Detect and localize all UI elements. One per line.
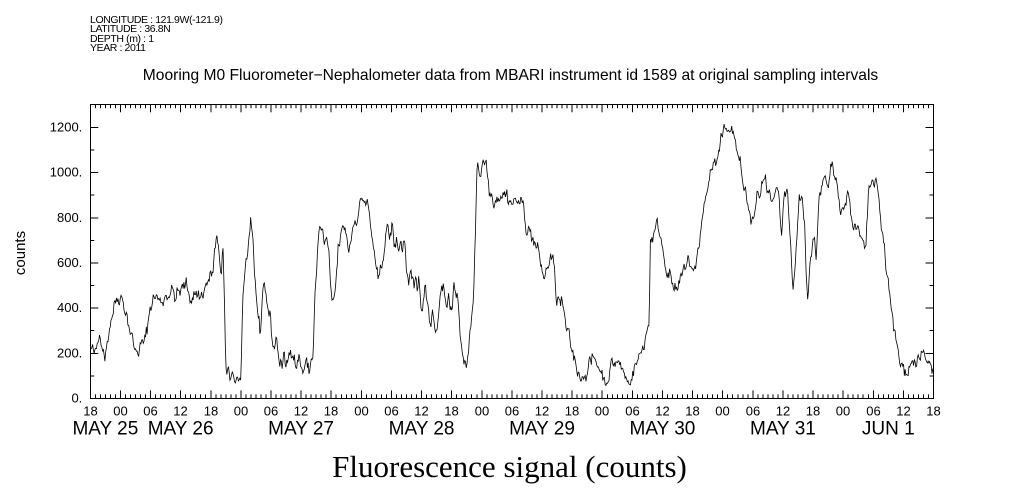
svg-text:12: 12 — [414, 403, 428, 418]
svg-text:18: 18 — [444, 403, 458, 418]
svg-text:06: 06 — [866, 403, 880, 418]
svg-text:JUN 1: JUN 1 — [862, 418, 915, 439]
svg-text:00: 00 — [354, 403, 368, 418]
svg-text:counts: counts — [12, 231, 29, 275]
svg-text:06: 06 — [625, 403, 639, 418]
svg-text:1200.: 1200. — [50, 120, 83, 135]
svg-text:06: 06 — [505, 403, 519, 418]
svg-text:06: 06 — [746, 403, 760, 418]
svg-text:MAY 27: MAY 27 — [268, 418, 334, 439]
svg-text:800.: 800. — [57, 210, 82, 225]
svg-text:18: 18 — [685, 403, 699, 418]
svg-text:00: 00 — [836, 403, 850, 418]
svg-text:12: 12 — [173, 403, 187, 418]
svg-text:12: 12 — [776, 403, 790, 418]
svg-text:400.: 400. — [57, 300, 82, 315]
svg-text:18: 18 — [324, 403, 338, 418]
svg-text:MAY 29: MAY 29 — [509, 418, 575, 439]
svg-text:MAY 28: MAY 28 — [389, 418, 455, 439]
svg-text:00: 00 — [595, 403, 609, 418]
svg-text:18: 18 — [204, 403, 218, 418]
svg-text:06: 06 — [264, 403, 278, 418]
svg-text:18: 18 — [83, 403, 97, 418]
svg-text:18: 18 — [926, 403, 940, 418]
svg-text:MAY 26: MAY 26 — [148, 418, 214, 439]
svg-text:MAY 25: MAY 25 — [72, 418, 138, 439]
svg-text:18: 18 — [806, 403, 820, 418]
svg-text:06: 06 — [384, 403, 398, 418]
svg-text:MAY 30: MAY 30 — [630, 418, 696, 439]
svg-text:200.: 200. — [57, 346, 82, 361]
svg-text:00: 00 — [113, 403, 127, 418]
svg-text:06: 06 — [143, 403, 157, 418]
svg-text:600.: 600. — [57, 255, 82, 270]
svg-text:0.: 0. — [71, 391, 82, 406]
svg-text:MAY 31: MAY 31 — [750, 418, 816, 439]
svg-text:12: 12 — [655, 403, 669, 418]
svg-text:18: 18 — [565, 403, 579, 418]
svg-text:00: 00 — [234, 403, 248, 418]
svg-text:00: 00 — [715, 403, 729, 418]
svg-text:12: 12 — [294, 403, 308, 418]
svg-text:00: 00 — [475, 403, 489, 418]
svg-text:12: 12 — [535, 403, 549, 418]
svg-text:12: 12 — [896, 403, 910, 418]
svg-text:1000.: 1000. — [50, 165, 83, 180]
